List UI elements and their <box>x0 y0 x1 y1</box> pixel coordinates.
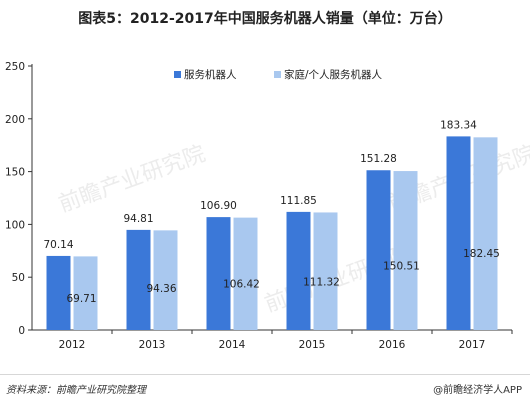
data-label-home-service-robot: 182.45 <box>463 248 500 260</box>
legend-swatch <box>174 71 181 78</box>
footer-divider <box>0 374 530 375</box>
source-note: 资料来源：前瞻产业研究院整理 <box>6 385 146 396</box>
bar-service-robot <box>206 217 231 330</box>
data-label-service-robot: 151.28 <box>360 153 397 165</box>
bars: 70.14 69.71 94.81 94.36 106.90 106.42 111.85 11… <box>43 119 500 330</box>
bar-home-service-robot <box>233 217 258 330</box>
bar-home-service-robot <box>73 256 98 330</box>
data-label-service-robot: 106.90 <box>200 200 237 212</box>
y-tick-label: 200 <box>5 114 25 126</box>
x-tick-label: 2013 <box>139 339 166 351</box>
data-label-home-service-robot: 150.51 <box>383 261 420 273</box>
watermark-text: 前瞻产业研究院 <box>56 141 209 217</box>
data-label-service-robot: 111.85 <box>280 195 317 207</box>
y-tick-label: 250 <box>5 61 25 73</box>
data-label-home-service-robot: 106.42 <box>223 278 260 290</box>
x-tick-label: 2012 <box>59 339 86 351</box>
bar-service-robot <box>446 136 471 330</box>
legend: 服务机器人 家庭/个人服务机器人 <box>174 68 383 81</box>
data-label-service-robot: 70.14 <box>43 239 73 251</box>
bar-home-service-robot <box>153 230 178 330</box>
bar-service-robot <box>366 170 391 330</box>
x-tick-label: 2015 <box>299 339 326 351</box>
bar-home-service-robot <box>473 137 498 330</box>
x-tick-label: 2016 <box>379 339 406 351</box>
bar-service-robot <box>126 229 151 330</box>
data-label-home-service-robot: 94.36 <box>146 283 176 295</box>
bar-home-service-robot <box>313 212 338 330</box>
brand-note: @前瞻经济学人APP <box>433 385 522 396</box>
bar-service-robot <box>286 211 311 330</box>
legend-label: 服务机器人 <box>184 68 237 81</box>
data-label-service-robot: 94.81 <box>123 213 153 225</box>
x-tick-label: 2014 <box>219 339 246 351</box>
y-tick-label: 0 <box>18 325 25 337</box>
y-tick-label: 50 <box>12 272 25 284</box>
bar-home-service-robot <box>393 171 418 330</box>
data-label-service-robot: 183.34 <box>440 119 477 131</box>
y-tick-label: 100 <box>5 219 25 231</box>
chart-title: 图表5：2012-2017年中国服务机器人销量（单位：万台） <box>78 11 452 27</box>
data-label-home-service-robot: 69.71 <box>66 293 96 305</box>
legend-label: 家庭/个人服务机器人 <box>284 68 383 81</box>
data-label-home-service-robot: 111.32 <box>303 276 340 288</box>
bar-service-robot <box>46 255 71 330</box>
y-tick-label: 150 <box>5 167 25 179</box>
x-tick-label: 2017 <box>459 339 486 351</box>
axes: 0 50 100 150 200 250 2012 2013 2014 2015 2016 2017 <box>5 61 513 351</box>
legend-swatch <box>274 71 281 78</box>
